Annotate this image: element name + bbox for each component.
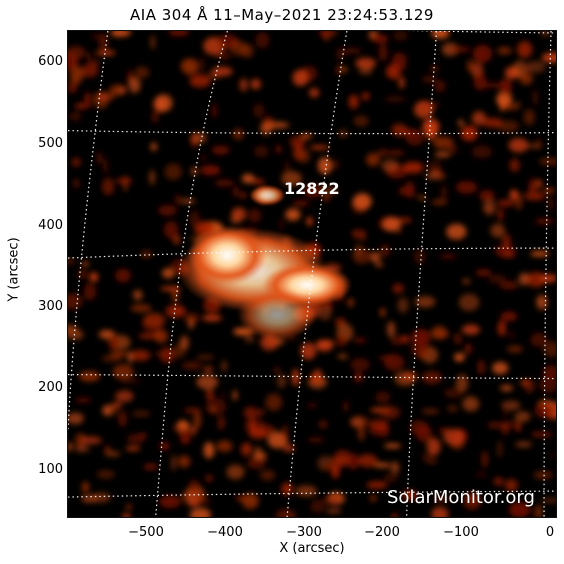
- x-tick-0: 0: [545, 525, 555, 540]
- x-tick-minus-300: −300: [286, 525, 322, 540]
- x-tick-minus-200: −200: [364, 525, 400, 540]
- y-tick-500: 500: [38, 136, 63, 151]
- x-tick-minus-500: −500: [128, 525, 164, 540]
- solar-image-svg: [68, 31, 556, 517]
- y-axis-label: Y (arcsec): [6, 237, 22, 302]
- x-tick-minus-100: −100: [443, 525, 479, 540]
- y-tick-200: 200: [38, 380, 63, 395]
- x-tick-minus-400: −400: [207, 525, 243, 540]
- watermark: SolarMonitor.org: [387, 487, 535, 508]
- image-title: AIA 304 Å 11–May–2021 23:24:53.129: [130, 6, 434, 24]
- y-tick-100: 100: [38, 462, 63, 477]
- x-axis-label: X (arcsec): [279, 541, 345, 556]
- y-tick-300: 300: [38, 299, 63, 314]
- y-tick-600: 600: [38, 54, 63, 69]
- active-region-label: 12822: [284, 179, 340, 198]
- y-tick-400: 400: [38, 218, 63, 233]
- solar-image: 12822 SolarMonitor.org: [67, 30, 557, 518]
